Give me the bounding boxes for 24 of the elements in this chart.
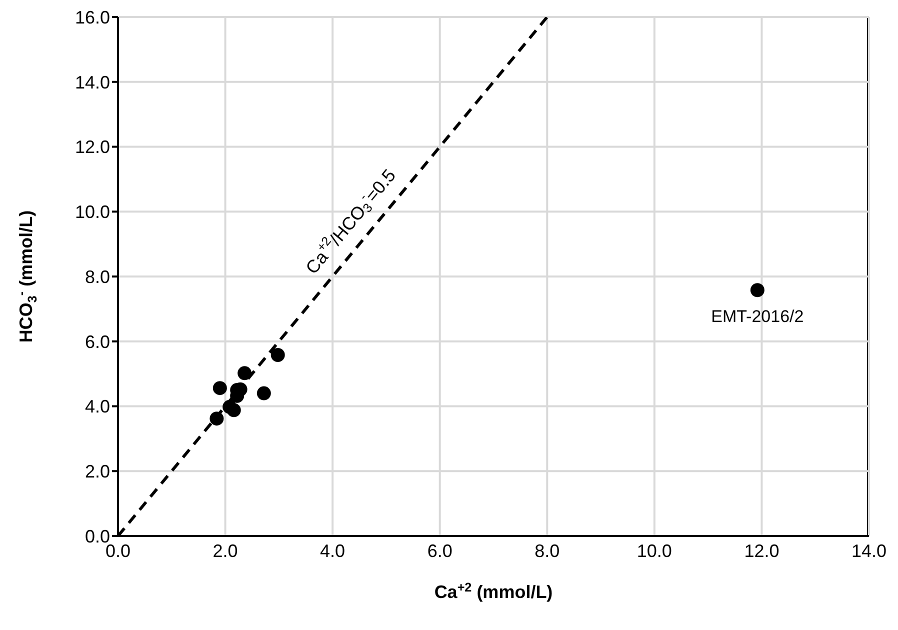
y-tick-label: 10.0 bbox=[74, 202, 110, 222]
y-tick-label: 16.0 bbox=[74, 7, 110, 28]
x-tick-label: 12.0 bbox=[744, 540, 780, 561]
x-tick-label: 14.0 bbox=[851, 540, 887, 561]
y-tick-label: 2.0 bbox=[84, 462, 110, 482]
y-tick-label: 8.0 bbox=[84, 266, 110, 287]
point bbox=[256, 386, 271, 400]
x-axis-title: Ca$^{+2}$ (mmol/L) bbox=[434, 580, 553, 602]
x-tick-label: 10.0 bbox=[636, 540, 672, 561]
point bbox=[212, 381, 227, 396]
x-tick-label: 6.0 bbox=[427, 540, 452, 561]
point bbox=[226, 403, 241, 418]
y-tick-label: 6.0 bbox=[84, 332, 110, 352]
point bbox=[210, 412, 224, 426]
point bbox=[238, 366, 252, 380]
point bbox=[750, 283, 764, 298]
x-tick-label: 2.0 bbox=[212, 540, 238, 561]
x-tick-label: 8.0 bbox=[534, 540, 560, 561]
y-tick-label: 12.0 bbox=[74, 137, 110, 158]
annotation: EMT-2016/2 bbox=[711, 307, 804, 326]
y-tick-label: 4.0 bbox=[84, 396, 110, 417]
y-tick-label: 14.0 bbox=[74, 72, 110, 92]
point bbox=[270, 348, 285, 362]
x-tick-label: 4.0 bbox=[320, 540, 346, 561]
